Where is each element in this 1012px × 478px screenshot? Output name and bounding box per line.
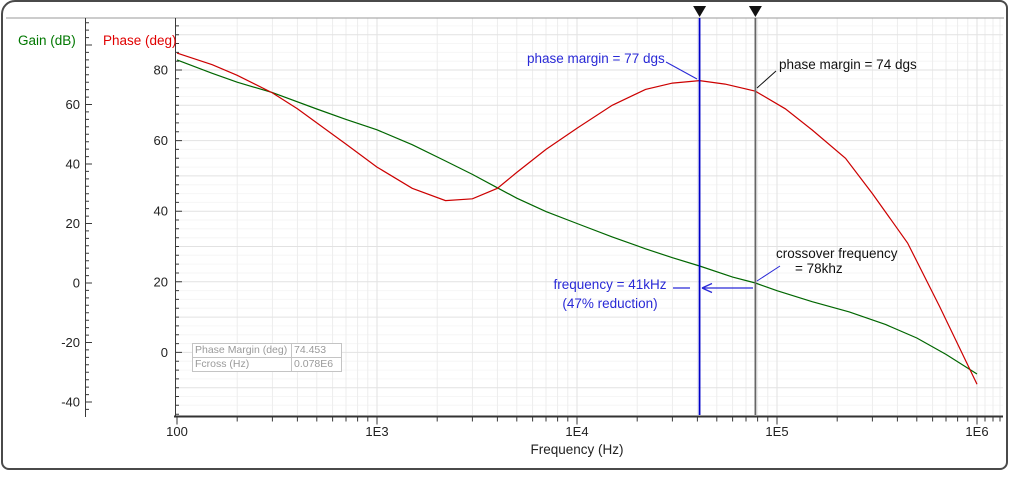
grid-major-vertical	[376, 18, 978, 415]
phase-tick-label-40: 40	[154, 204, 168, 219]
cursor-41khz-handle[interactable]	[693, 6, 707, 17]
gain-tick-label-0: 0	[73, 276, 80, 291]
phase-tick-label-20: 20	[154, 274, 168, 289]
readout-value-phase-margin: 74.453	[294, 344, 327, 356]
readout-label-phase-margin: Phase Margin (deg)	[193, 344, 292, 357]
gain-axis-title: Gain (dB)	[18, 33, 76, 48]
grid-minor-vertical	[236, 18, 1001, 415]
cursor-readout-box[interactable]: Phase Margin (deg) 74.453 Fcross (Hz) 0.…	[192, 343, 342, 372]
annotation-phase-margin-77: phase margin = 77 dgs	[527, 51, 665, 66]
gain-tick-label-40: 40	[66, 157, 80, 172]
freq-tick-label-1E3: 1E3	[365, 424, 388, 439]
readout-row-phase-margin: Phase Margin (deg) 74.453	[193, 344, 341, 357]
gain-tick-label-20: 20	[66, 216, 80, 231]
annotation-crossover-line1: crossover frequency	[776, 246, 898, 261]
leader-phase-margin-77	[665, 61, 698, 80]
phase-axis-ticks	[176, 25, 182, 415]
readout-value-fcross: 0.078E6	[294, 358, 334, 370]
freq-tick-label-1E5: 1E5	[765, 424, 788, 439]
readout-row-fcross: Fcross (Hz) 0.078E6	[193, 357, 341, 371]
freq-tick-label-1E4: 1E4	[565, 424, 588, 439]
freq-axis-ticks	[176, 417, 1001, 425]
gain-axis-ticks	[86, 22, 92, 410]
readout-label-fcross: Fcross (Hz)	[193, 358, 292, 371]
annotation-crossover-line2: = 78khz	[795, 261, 843, 276]
phase-tick-label-0: 0	[161, 345, 168, 360]
phase-tick-label-60: 60	[154, 133, 168, 148]
gain-tick-label--40: -40	[61, 395, 80, 410]
phase-curve	[176, 52, 978, 385]
annotation-frequency-line1: frequency = 41kHz	[553, 277, 667, 292]
phase-tick-label-80: 80	[154, 63, 168, 78]
phase-axis-title: Phase (deg)	[103, 33, 177, 48]
leader-phase-margin-74	[756, 70, 777, 89]
annotation-frequency-line2: (47% reduction)	[562, 296, 658, 311]
grid-minor-horizontal	[176, 25, 1003, 406]
freq-tick-label-1E6: 1E6	[965, 424, 988, 439]
gain-curve	[176, 59, 978, 375]
gain-tick-label-60: 60	[66, 97, 80, 112]
leader-crossover	[756, 265, 781, 282]
freq-tick-label-100: 100	[166, 424, 188, 439]
annotation-phase-margin-74: phase margin = 74 dgs	[779, 57, 917, 72]
freq-axis-title: Frequency (Hz)	[530, 442, 624, 457]
annotation-crossover: crossover frequency = 78khz	[776, 246, 898, 276]
gain-tick-label--20: -20	[61, 335, 80, 350]
cursor-78khz-handle[interactable]	[748, 6, 762, 17]
arrow-frequency-shift	[673, 282, 753, 294]
annotation-frequency-41khz: frequency = 41kHz (47% reduction)	[549, 275, 671, 313]
grid-major-horizontal	[176, 34, 1003, 389]
